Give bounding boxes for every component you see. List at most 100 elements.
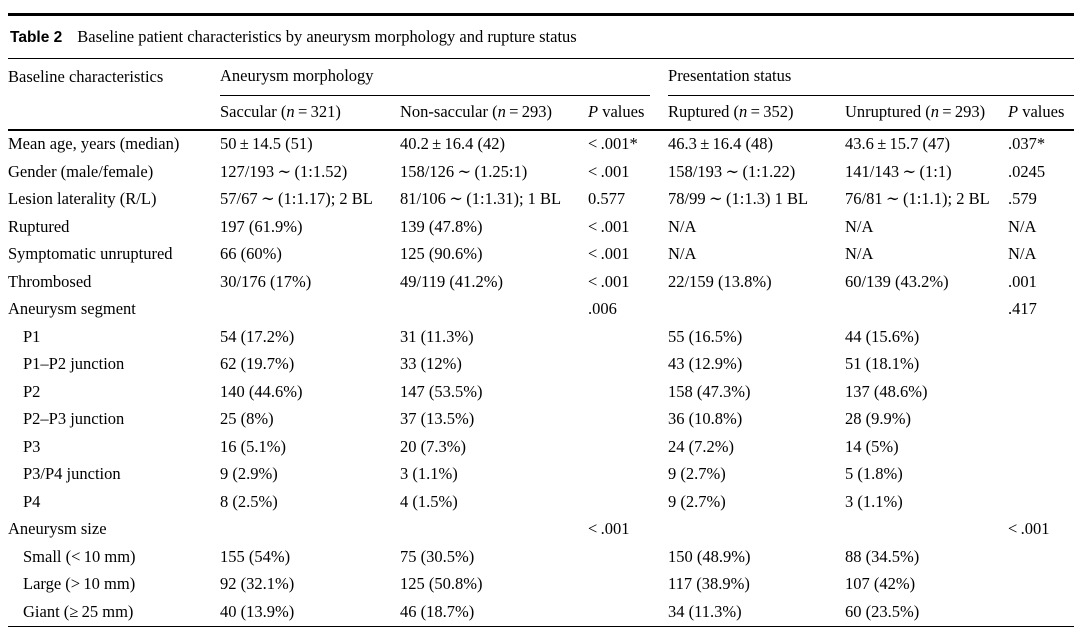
row-label: Large (> 10 mm) xyxy=(23,574,136,594)
table-row: Giant (≥ 25 mm) 40 (13.9%) 46 (18.7%) 34 (1… xyxy=(8,598,1074,626)
cell-non-saccular: 125 (50.8%) xyxy=(400,574,483,594)
cell-p-value-presentation xyxy=(1008,598,1074,626)
header-baseline-characteristics: Baseline characteristics xyxy=(8,58,220,131)
header-text-segment: = 352) xyxy=(747,102,794,121)
cell-unruptured: 88 (34.5%) xyxy=(845,546,920,566)
cell-ruptured: N/A xyxy=(668,216,697,236)
group-label-presentation: Presentation status xyxy=(668,65,792,85)
cell-p-value-morphology xyxy=(588,461,668,489)
cell-ruptured: 55 (16.5%) xyxy=(668,326,743,346)
cell-unruptured: 51 (18.1%) xyxy=(845,354,920,374)
row-label: P3/P4 junction xyxy=(23,464,121,484)
row-label: Ruptured xyxy=(8,216,70,236)
cell-unruptured: 3 (1.1%) xyxy=(845,491,903,511)
table-body: Mean age, years (median) 50 ± 14.5 (51) 40… xyxy=(8,130,1074,627)
header-italic-segment: n xyxy=(739,102,748,121)
cell-non-saccular: 139 (47.8%) xyxy=(400,216,483,236)
table-row: Small (< 10 mm) 155 (54%) 75 (30.5%) 150 (4… xyxy=(8,543,1074,571)
cell-p-value-morphology: < .001 xyxy=(588,161,630,181)
cell-unruptured: 28 (9.9%) xyxy=(845,409,911,429)
cell-ruptured xyxy=(668,296,845,324)
cell-ruptured: 36 (10.8%) xyxy=(668,409,743,429)
cell-non-saccular: 40.2 ± 16.4 (42) xyxy=(400,134,506,154)
row-label: P4 xyxy=(23,491,41,511)
cell-saccular: 197 (61.9%) xyxy=(220,216,303,236)
table-row: P3/P4 junction 9 (2.9%) 3 (1.1%) 9 (2.7%) 5 … xyxy=(8,461,1074,489)
cell-unruptured: 60/139 (43.2%) xyxy=(845,271,949,291)
row-label: Aneurysm segment xyxy=(8,299,136,319)
cell-unruptured: 14 (5%) xyxy=(845,436,899,456)
cell-p-value-morphology xyxy=(588,433,668,461)
cell-non-saccular: 20 (7.3%) xyxy=(400,436,466,456)
cell-p-value-presentation: .579 xyxy=(1008,189,1037,209)
header-italic-segment: n xyxy=(930,102,939,121)
cell-saccular: 30/176 (17%) xyxy=(220,271,312,291)
cell-saccular: 8 (2.5%) xyxy=(220,491,278,511)
cell-non-saccular xyxy=(400,296,588,324)
table-row: Thrombosed 30/176 (17%) 49/119 (41.2%) < .0… xyxy=(8,268,1074,296)
cell-ruptured: 24 (7.2%) xyxy=(668,436,734,456)
table-caption-text: Baseline patient characteristics by aneu… xyxy=(77,26,577,46)
cell-ruptured: N/A xyxy=(668,244,697,264)
cell-ruptured: 22/159 (13.8%) xyxy=(668,271,772,291)
row-label: Aneurysm size xyxy=(8,519,107,539)
cell-p-value-morphology xyxy=(588,351,668,379)
cell-p-value-presentation xyxy=(1008,433,1074,461)
cell-unruptured xyxy=(845,516,1008,544)
cell-non-saccular xyxy=(400,516,588,544)
header-text-segment: = 321) xyxy=(294,102,341,121)
table-row: Aneurysm size < .001 < .001 xyxy=(8,516,1074,544)
row-label: P1 xyxy=(23,326,41,346)
cell-non-saccular: 33 (12%) xyxy=(400,354,462,374)
cell-p-value-presentation: .417 xyxy=(1008,299,1037,319)
cell-p-value-presentation: .037* xyxy=(1008,134,1046,154)
cell-p-value-presentation xyxy=(1008,543,1074,571)
cell-p-value-presentation: N/A xyxy=(1008,244,1037,264)
cell-unruptured: 60 (23.5%) xyxy=(845,601,920,621)
row-label: Lesion laterality (R/L) xyxy=(8,189,157,209)
table-row: P1 54 (17.2%) 31 (11.3%) 55 (16.5%) 44 (15.6… xyxy=(8,323,1074,351)
cell-unruptured: 43.6 ± 15.7 (47) xyxy=(845,134,951,154)
cell-non-saccular: 81/106 ∼ (1:1.31); 1 BL xyxy=(400,189,562,209)
cell-p-value-presentation xyxy=(1008,571,1074,599)
group-header-row: Baseline characteristics Aneurysm morpho… xyxy=(8,58,1075,131)
cell-p-value-presentation: < .001 xyxy=(1008,519,1050,539)
table-row: P1–P2 junction 62 (19.7%) 33 (12%) 43 (12.9… xyxy=(8,351,1074,379)
cell-unruptured: 141/143 ∼ (1:1) xyxy=(845,161,952,181)
cell-unruptured: 107 (42%) xyxy=(845,574,916,594)
table-row: P2 140 (44.6%) 147 (53.5%) 158 (47.3%) 137 (… xyxy=(8,378,1074,406)
cell-unruptured: 76/81 ∼ (1:1.1); 2 BL xyxy=(845,189,990,209)
table-row: Gender (male/female) 127/193 ∼ (1:1.52) 15… xyxy=(8,158,1074,186)
cell-saccular: 40 (13.9%) xyxy=(220,601,295,621)
header-group-presentation-status: Presentation status xyxy=(668,58,1075,96)
cell-ruptured: 9 (2.7%) xyxy=(668,464,726,484)
cell-saccular: 25 (8%) xyxy=(220,409,274,429)
table-row: Ruptured 197 (61.9%) 139 (47.8%) < .001 N/A N… xyxy=(8,213,1074,241)
cell-ruptured: 117 (38.9%) xyxy=(668,574,750,594)
table-caption: Table 2 Baseline patient characteristics … xyxy=(8,16,1074,58)
cell-non-saccular: 125 (90.6%) xyxy=(400,244,483,264)
cell-saccular: 62 (19.7%) xyxy=(220,354,295,374)
cell-p-value-morphology xyxy=(588,571,668,599)
cell-unruptured: N/A xyxy=(845,216,874,236)
row-label: Small (< 10 mm) xyxy=(23,546,136,566)
cell-p-value-morphology xyxy=(588,598,668,626)
header-ruptured: Ruptured (n = 352) xyxy=(668,95,846,131)
header-text-segment: = 293) xyxy=(505,102,552,121)
header-text-segment: values xyxy=(1018,102,1065,121)
cell-non-saccular: 31 (11.3%) xyxy=(400,326,474,346)
cell-ruptured: 34 (11.3%) xyxy=(668,601,742,621)
header-italic-segment: P xyxy=(588,102,599,121)
cell-p-value-presentation: .001 xyxy=(1008,271,1037,291)
header-unruptured: Unruptured (n = 293) xyxy=(845,95,1009,131)
cell-p-value-presentation xyxy=(1008,461,1074,489)
cell-saccular: 127/193 ∼ (1:1.52) xyxy=(220,161,348,181)
cell-unruptured: 5 (1.8%) xyxy=(845,464,903,484)
header-italic-segment: P xyxy=(1008,102,1019,121)
cell-non-saccular: 147 (53.5%) xyxy=(400,381,483,401)
cell-p-value-presentation xyxy=(1008,323,1074,351)
table-row: Lesion laterality (R/L) 57/67 ∼ (1:1.17);… xyxy=(8,186,1074,214)
cell-ruptured: 46.3 ± 16.4 (48) xyxy=(668,134,774,154)
cell-p-value-morphology xyxy=(588,323,668,351)
